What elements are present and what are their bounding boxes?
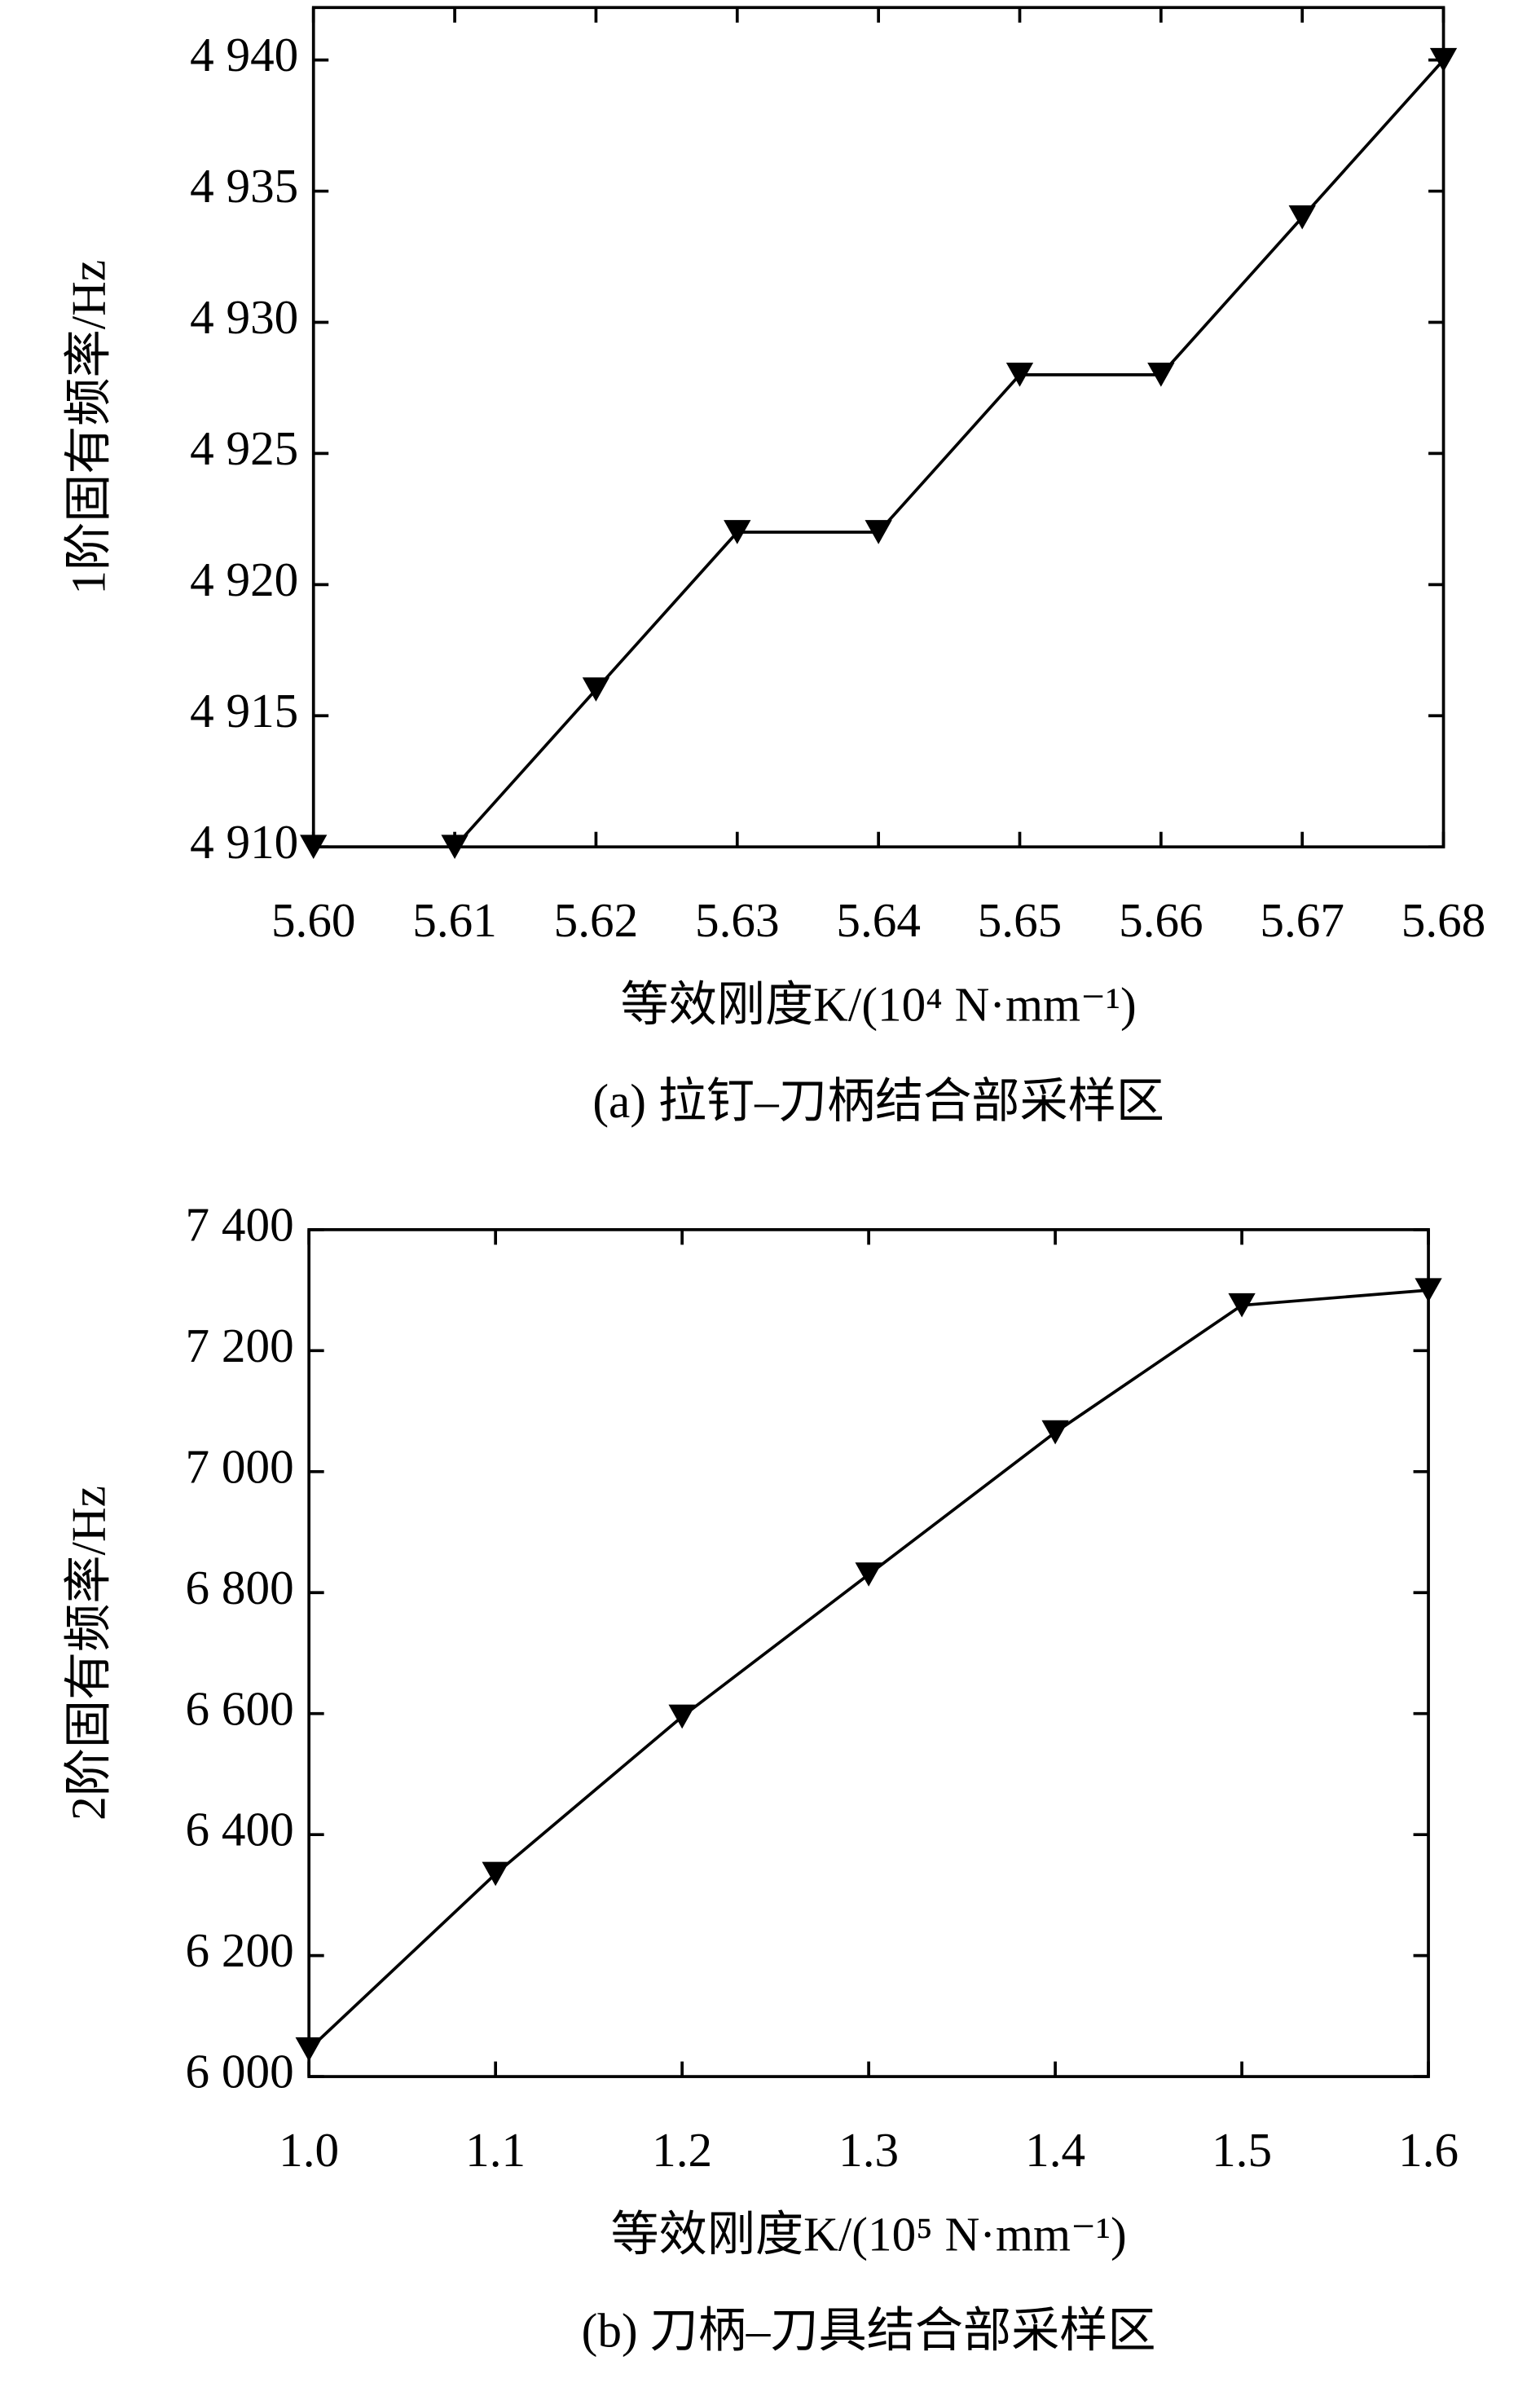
data-line (313, 59, 1445, 849)
y-tick-label: 4 915 (190, 684, 298, 738)
y-tick-label: 7 000 (186, 1439, 294, 1493)
caption: (a) 拉钉–刀柄结合部采样区 (592, 1074, 1164, 1128)
y-tick-label: 6 600 (186, 1681, 294, 1735)
data-line (307, 1288, 1429, 2051)
x-tick-label: 5.61 (412, 893, 497, 947)
y-tick-label: 4 920 (190, 553, 298, 606)
x-tick-label: 1.6 (1398, 2123, 1459, 2177)
y-tick-label: 6 400 (186, 1803, 294, 1856)
x-tick-label: 5.68 (1401, 893, 1486, 947)
marker (855, 1562, 882, 1587)
caption: (b) 刀柄–刀具结合部采样区 (582, 2304, 1156, 2358)
marker (441, 835, 469, 859)
y-tick-label: 4 910 (190, 815, 298, 869)
x-tick-label: 5.65 (978, 893, 1063, 947)
y-axis-label: 1阶固有频率/Hz (61, 260, 115, 595)
x-tick-label: 1.1 (465, 2123, 526, 2177)
y-tick-label: 4 940 (190, 28, 298, 81)
y-axis-label: 2阶固有频率/Hz (61, 1486, 115, 1821)
y-tick-label: 7 200 (186, 1319, 294, 1372)
y-tick-label: 6 800 (186, 1561, 294, 1614)
x-tick-label: 5.64 (836, 893, 921, 947)
y-tick-label: 6 200 (186, 1923, 294, 1977)
plot-frame (311, 6, 1445, 849)
x-axis-label: 等效刚度K/(10⁴ N·mm⁻¹) (621, 977, 1137, 1031)
marker (724, 520, 751, 544)
y-tick-label: 4 935 (190, 159, 298, 213)
marker (1041, 1420, 1069, 1445)
x-tick-label: 1.2 (652, 2123, 712, 2177)
marker (300, 835, 328, 859)
marker (295, 2037, 323, 2062)
y-tick-label: 4 930 (190, 290, 298, 344)
x-tick-label: 5.63 (695, 893, 780, 947)
marker (668, 1704, 696, 1729)
marker (1005, 363, 1034, 387)
x-tick-label: 5.62 (554, 893, 639, 947)
x-tick-label: 5.66 (1119, 893, 1203, 947)
x-tick-label: 1.3 (838, 2123, 899, 2177)
x-tick-label: 1.4 (1025, 2123, 1085, 2177)
y-tick-label: 6 000 (186, 2045, 294, 2099)
marker (865, 520, 892, 544)
marker (1415, 1278, 1442, 1302)
x-tick-label: 1.5 (1212, 2123, 1272, 2177)
plot-frame (307, 1228, 1430, 2078)
y-tick-label: 4 925 (190, 421, 298, 475)
x-tick-label: 5.60 (271, 893, 356, 947)
marker (1147, 363, 1175, 387)
x-tick-label: 5.67 (1260, 893, 1344, 947)
x-axis-label: 等效刚度K/(10⁵ N·mm⁻¹) (611, 2207, 1127, 2261)
marker (482, 1861, 509, 1887)
marker (1429, 47, 1458, 73)
marker (1228, 1293, 1256, 1318)
x-tick-label: 1.0 (279, 2123, 339, 2177)
marker (1288, 205, 1316, 230)
marker (582, 677, 610, 702)
y-tick-label: 7 400 (186, 1197, 294, 1251)
